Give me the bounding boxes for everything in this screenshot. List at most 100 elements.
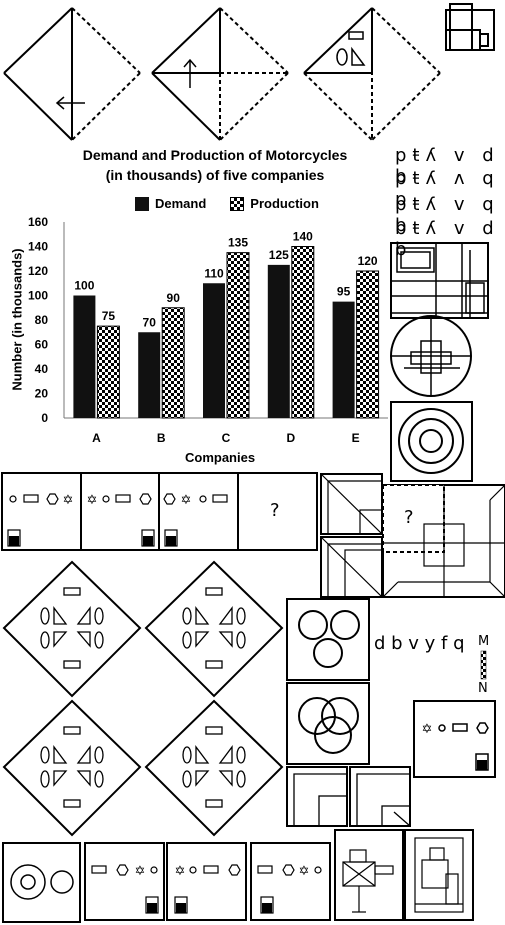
bar-value-labels: 100 75 70 90 110 135 125 140 95 120 bbox=[74, 230, 378, 330]
diamond-3-rect-bottom bbox=[63, 799, 81, 808]
bar-production-C bbox=[226, 252, 250, 419]
bar-label-production-C: 135 bbox=[228, 236, 248, 250]
bar-label-demand-E: 95 bbox=[337, 285, 351, 299]
diamond-3-triangle-1 bbox=[53, 745, 68, 764]
y-tick-160: 160 bbox=[28, 215, 48, 229]
diamond-3-oval-4 bbox=[94, 770, 104, 788]
diamond-3-rect-top bbox=[63, 726, 81, 735]
y-axis-label: Number (in thousands) bbox=[9, 248, 25, 391]
diamond-2-triangle-1 bbox=[195, 606, 210, 625]
y-tick-120: 120 bbox=[28, 264, 48, 278]
bar-label-production-D: 140 bbox=[293, 230, 313, 244]
diamond-3-oval-2 bbox=[40, 770, 50, 788]
x-tick-B: B bbox=[157, 431, 166, 445]
svg-text:✡: ✡ bbox=[175, 863, 186, 878]
diamond-3-triangle-2 bbox=[76, 745, 91, 764]
x-axis-label: Companies bbox=[185, 450, 256, 465]
diamond-4-triangle-2 bbox=[218, 745, 233, 764]
diamond-3-oval-1 bbox=[40, 746, 50, 764]
legend-swatch-demand bbox=[135, 196, 149, 211]
svg-text:✡: ✡ bbox=[135, 863, 146, 878]
fold-figure-3 bbox=[303, 7, 441, 141]
bar-demand-C bbox=[203, 283, 225, 418]
bar-demand-E bbox=[332, 301, 355, 418]
symbol-answer-box: ✡ bbox=[413, 700, 496, 778]
bar-demand-B bbox=[138, 332, 161, 418]
circle-cross-figure bbox=[390, 315, 472, 397]
diamond-3-oval-3 bbox=[94, 746, 104, 764]
diamond-1-rect-bottom bbox=[63, 660, 81, 669]
diamond-4-oval-2 bbox=[182, 770, 192, 788]
y-tick-80: 80 bbox=[35, 313, 49, 327]
diamond-2-rect-bottom bbox=[205, 660, 223, 669]
letter-row-4: bŧʎ v d b bbox=[395, 218, 500, 260]
y-tick-60: 60 bbox=[35, 338, 49, 352]
diamond-figure-contents bbox=[40, 587, 246, 808]
diamond-1-oval-4 bbox=[94, 631, 104, 649]
diamond-2-oval-3 bbox=[236, 607, 246, 625]
legend-label-demand: Demand bbox=[155, 196, 207, 211]
bar-label-production-A: 75 bbox=[102, 309, 116, 323]
bar-production-E bbox=[356, 270, 380, 419]
bar-chart: 0 20 40 60 80 100 120 140 160 100 75 70 90 110 135 125… bbox=[28, 215, 388, 445]
svg-text:✡: ✡ bbox=[299, 863, 310, 878]
svg-text:✡: ✡ bbox=[87, 492, 98, 507]
diamond-4-triangle-1 bbox=[195, 745, 210, 764]
diamond-1-triangle-3 bbox=[53, 631, 68, 648]
three-circles-figure bbox=[286, 598, 370, 681]
legend-label-production: Production bbox=[250, 196, 319, 211]
bottom-row-figures bbox=[2, 829, 474, 923]
corner-figures bbox=[286, 766, 411, 827]
chart-legend: Demand Production bbox=[135, 196, 319, 211]
letter-row-3: pŧʎ v q b bbox=[395, 194, 500, 236]
bar-label-demand-C: 110 bbox=[204, 266, 224, 280]
diamond-4-oval-1 bbox=[182, 746, 192, 764]
svg-text:✡: ✡ bbox=[63, 492, 74, 507]
bar-demand-D bbox=[267, 264, 290, 418]
chart-title: Demand and Production of Motorcycles (in… bbox=[40, 145, 390, 185]
x-tick-labels: A B C D E bbox=[92, 431, 360, 445]
diamond-1-oval-1 bbox=[40, 607, 50, 625]
diamond-4-triangle-4 bbox=[218, 770, 233, 787]
fold-figure-1 bbox=[3, 7, 141, 141]
diamond-2-rect-top bbox=[205, 587, 223, 596]
chart-title-line-1: Demand and Production of Motorcycles bbox=[82, 147, 348, 163]
y-tick-0: 0 bbox=[41, 411, 48, 425]
bar-label-demand-A: 100 bbox=[74, 279, 94, 293]
symbol-series-contents: ✡ ✡ ✡ bbox=[7, 492, 228, 547]
bar-label-production-E: 120 bbox=[358, 254, 378, 268]
overlapping-rectangles-figure bbox=[390, 242, 489, 319]
diamond-figures bbox=[2, 560, 284, 837]
diamond-4-rect-top bbox=[205, 726, 223, 735]
diamond-2-oval-2 bbox=[182, 631, 192, 649]
diamond-3-triangle-3 bbox=[53, 770, 68, 787]
mirror-line bbox=[480, 650, 487, 680]
question-mark-pattern: ? bbox=[404, 507, 414, 528]
diamond-1-triangle-1 bbox=[53, 606, 68, 625]
pattern-completion-figure bbox=[320, 473, 505, 598]
x-tick-C: C bbox=[222, 431, 231, 445]
mirror-word: d b v y f q bbox=[374, 633, 465, 654]
diamond-4-rect-bottom bbox=[205, 799, 223, 808]
bar-production-B bbox=[161, 307, 185, 419]
diamond-3-triangle-4 bbox=[76, 770, 91, 787]
overlap-circles-figure bbox=[286, 682, 370, 765]
diamond-2-oval-1 bbox=[182, 607, 192, 625]
bar-label-demand-B: 70 bbox=[143, 315, 157, 329]
bar-production-D bbox=[291, 246, 315, 419]
mirror-label-top: M bbox=[478, 634, 490, 649]
fold-figure-2 bbox=[151, 7, 289, 141]
diamond-1-triangle-2 bbox=[76, 606, 91, 625]
bar-production-A bbox=[96, 325, 120, 419]
letter-row-1: pŧʎ v d b bbox=[395, 145, 500, 187]
symbol-series-row bbox=[1, 472, 318, 551]
bottom-row-symbols: ✡ ✡ ✡ bbox=[91, 837, 464, 914]
diamond-2-triangle-3 bbox=[195, 631, 210, 648]
y-tick-100: 100 bbox=[28, 289, 48, 303]
mirror-label-bottom: N bbox=[478, 681, 488, 696]
bar-label-demand-D: 125 bbox=[269, 248, 289, 262]
diamond-2-triangle-2 bbox=[218, 606, 233, 625]
diamond-1-oval-3 bbox=[94, 607, 104, 625]
diamond-4-triangle-3 bbox=[195, 770, 210, 787]
